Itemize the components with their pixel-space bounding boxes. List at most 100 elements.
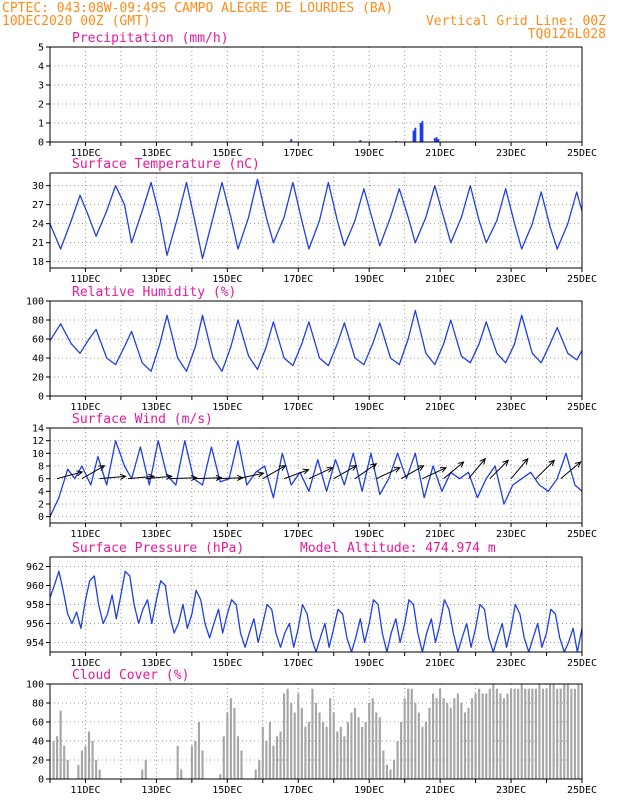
- panel-frame-wind: [49, 427, 583, 524]
- x-tick-label: 19DEC: [354, 785, 384, 796]
- panel-title-pressure: Surface Pressure (hPa): [72, 541, 244, 556]
- panel-title-wind: Surface Wind (m/s): [72, 412, 213, 427]
- cloud-bar: [531, 688, 534, 779]
- x-tick-label: 19DEC: [354, 402, 384, 413]
- panel-subtitle-pressure: Model Altitude: 474.974 m: [300, 541, 496, 556]
- cloud-bar: [545, 688, 548, 779]
- y-tick-label: 2: [38, 100, 44, 111]
- y-tick-label: 30: [32, 181, 44, 192]
- x-tick-label: 13DEC: [141, 402, 171, 413]
- cloud-bar: [336, 731, 339, 779]
- wind-arrow: [170, 474, 198, 481]
- y-tick-label: 80: [32, 316, 44, 327]
- cloud-bar: [283, 693, 286, 779]
- cloud-bar: [272, 745, 275, 779]
- x-tick-label: 25DEC: [567, 148, 597, 159]
- cloud-bar: [236, 736, 240, 779]
- cloud-bar: [446, 703, 449, 779]
- cloud-bar: [201, 750, 204, 779]
- cloud-bar: [439, 688, 442, 779]
- wind-arrow: [99, 473, 127, 480]
- panel-title-cloud: Cloud Cover (%): [72, 668, 189, 683]
- y-tick-label: 0: [38, 775, 44, 786]
- wind-arrow-shaft: [195, 477, 222, 480]
- precip-bar: [414, 127, 417, 142]
- cloud-bar: [265, 741, 268, 779]
- wind-arrow-shaft: [170, 477, 197, 480]
- cloud-bar: [84, 745, 87, 779]
- cloud-bar: [339, 726, 342, 779]
- x-tick-label: 17DEC: [283, 658, 313, 669]
- cloud-bar: [481, 693, 484, 779]
- cloud-bar: [470, 698, 474, 779]
- cloud-bar: [417, 712, 420, 779]
- precip-bar: [433, 138, 436, 142]
- y-tick-label: 100: [26, 297, 44, 308]
- cloud-bar: [400, 722, 403, 779]
- wind-arrow-shaft: [443, 461, 464, 480]
- cloud-bar: [141, 769, 144, 779]
- cloud-bar: [304, 726, 307, 779]
- cloud-bar: [573, 688, 576, 779]
- cloud-bar: [431, 693, 435, 779]
- plot-area-temp: [50, 178, 582, 260]
- x-tick-label: 13DEC: [141, 658, 171, 669]
- x-tick-label: 23DEC: [496, 529, 526, 540]
- x-tick-label: 15DEC: [212, 148, 242, 159]
- wind-arrow-head: [257, 471, 265, 478]
- wind-arrow: [283, 468, 310, 480]
- cloud-bar: [77, 764, 80, 779]
- cloud-bar: [59, 710, 62, 779]
- wind-arrow-shaft: [81, 465, 105, 480]
- wind-arrow: [354, 463, 378, 480]
- wind-arrow-shaft: [99, 475, 126, 480]
- wind-arrow-head: [548, 459, 556, 467]
- plot-area-precip: [290, 121, 440, 142]
- cloud-bar: [563, 684, 566, 779]
- y-tick-label: 4: [38, 487, 44, 498]
- wind-arrow: [195, 474, 223, 481]
- wind-arrow-shaft: [237, 472, 264, 480]
- wind-arrow-shaft: [535, 459, 555, 480]
- panel-humidity: Relative Humidity (%) 0 20 40 60 80 100 11DEC 13…: [26, 285, 597, 413]
- y-tick-label: 100: [26, 680, 44, 691]
- cloud-bar: [91, 741, 94, 779]
- cloud-bar: [552, 684, 555, 779]
- x-tick-label: 23DEC: [496, 402, 526, 413]
- wind-arrow-head: [393, 467, 401, 473]
- cloud-bar: [261, 726, 264, 779]
- precip-bar: [437, 139, 440, 142]
- cloud-bar: [254, 769, 257, 779]
- cloud-bar: [300, 707, 303, 779]
- panel-title-temp: Surface Temperature (nC): [72, 157, 260, 172]
- cloud-bar: [197, 722, 201, 779]
- cloud-bar: [219, 774, 222, 779]
- x-tick-label: 23DEC: [496, 148, 526, 159]
- x-tick-label: 11DEC: [70, 658, 100, 669]
- x-tick-label: 15DEC: [212, 785, 242, 796]
- wind-arrow: [145, 473, 173, 480]
- cloud-bar: [556, 688, 559, 779]
- precip-bar: [359, 140, 362, 142]
- y-tick-label: 1: [38, 119, 44, 130]
- x-tick-label: 17DEC: [283, 529, 313, 540]
- cloud-bar: [435, 698, 438, 779]
- cloud-bar: [52, 741, 55, 779]
- y-tick-label: 24: [32, 219, 44, 230]
- y-tick-label: 10: [32, 449, 44, 460]
- cloud-bar: [325, 726, 328, 779]
- y-tick-label: 3: [38, 81, 44, 92]
- cloud-bar: [322, 722, 325, 779]
- cloud-bar: [307, 722, 310, 779]
- y-tick-label: 27: [32, 200, 44, 211]
- wind-arrow: [237, 471, 265, 480]
- x-tick-label: 17DEC: [283, 148, 313, 159]
- cloud-bar: [492, 684, 495, 779]
- cloud-bar: [275, 736, 279, 779]
- x-tick-label: 13DEC: [141, 785, 171, 796]
- wind-arrow-shaft: [354, 463, 377, 480]
- cloud-bar: [499, 693, 502, 779]
- cloud-bar: [258, 760, 261, 779]
- x-tick-label: 15DEC: [212, 402, 242, 413]
